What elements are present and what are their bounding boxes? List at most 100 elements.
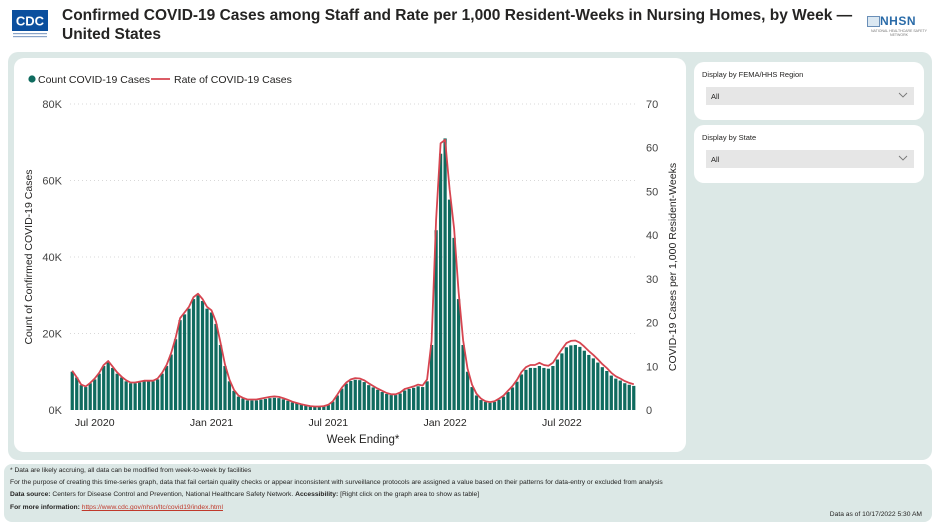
y2-tick-label: 70 xyxy=(646,99,658,111)
bar xyxy=(542,367,546,410)
header: CDC Confirmed COVID-19 Cases among Staff… xyxy=(0,0,936,50)
bar xyxy=(394,395,398,410)
bar xyxy=(474,395,479,410)
bar xyxy=(299,404,303,410)
bar xyxy=(632,385,636,410)
bar xyxy=(412,387,416,410)
bar xyxy=(277,398,281,410)
y-axis-title: Count of Confirmed COVID-19 Cases xyxy=(23,169,35,344)
bar xyxy=(182,314,187,410)
bar xyxy=(551,366,555,410)
y2-tick-label: 10 xyxy=(646,361,658,373)
bar xyxy=(155,379,160,410)
bar xyxy=(614,378,618,410)
bar xyxy=(84,387,88,410)
bar xyxy=(376,389,380,410)
bar xyxy=(367,385,371,410)
bar xyxy=(79,385,83,410)
bar xyxy=(564,347,568,410)
bar xyxy=(555,359,560,410)
bar xyxy=(164,366,169,410)
bar xyxy=(362,382,366,410)
bar xyxy=(133,383,137,410)
accessibility-label: Accessibility: xyxy=(295,491,339,498)
state-dropdown-value: All xyxy=(711,155,720,164)
bar xyxy=(506,392,510,410)
bar xyxy=(609,375,613,410)
state-dropdown[interactable]: All xyxy=(706,150,914,168)
bar xyxy=(102,366,106,410)
bar xyxy=(93,379,97,410)
more-info-label: For more information: xyxy=(10,504,80,511)
bar xyxy=(605,370,609,410)
bar xyxy=(331,401,335,410)
bar xyxy=(483,401,488,410)
bar xyxy=(456,299,461,410)
bar xyxy=(160,373,164,410)
bar xyxy=(326,405,330,410)
bar xyxy=(618,380,622,410)
bar xyxy=(281,399,285,410)
x-tick-label: Jul 2022 xyxy=(542,417,582,429)
bar xyxy=(272,397,277,410)
bar xyxy=(349,380,353,410)
bar xyxy=(290,402,294,410)
y2-tick-label: 50 xyxy=(646,186,658,198)
bar xyxy=(151,381,155,410)
bar xyxy=(75,377,79,410)
bar xyxy=(232,390,236,410)
bar xyxy=(429,344,434,410)
data-as-of: Data as of 10/17/2022 5:30 AM xyxy=(829,511,922,518)
bar xyxy=(88,383,92,410)
bar xyxy=(304,405,308,410)
combo-chart[interactable]: 0K 20K 40K 60K 80K 0 10 20 30 40 50 60 70 Jul 2020 Jan… xyxy=(14,58,686,452)
bar xyxy=(120,377,124,410)
cdc-logo-text: CDC xyxy=(16,14,45,29)
nhsn-logo-text: NHSN xyxy=(880,14,917,28)
y2-axis-title: COVID-19 Cases per 1,000 Resident-Weeks xyxy=(667,163,679,371)
bar xyxy=(138,382,142,410)
region-filter: Display by FEMA/HHS Region All xyxy=(694,62,924,120)
x-tick-label: Jan 2021 xyxy=(190,417,233,429)
y2-tick-label: 60 xyxy=(646,143,658,155)
nhsn-logo: NHSN NATIONAL HEALTHCARE SAFETY NETWORK xyxy=(866,14,928,42)
bar xyxy=(286,400,290,410)
footer-data-source: Data source: Centers for Disease Control… xyxy=(10,489,479,500)
region-filter-label: Display by FEMA/HHS Region xyxy=(702,70,804,79)
region-dropdown[interactable]: All xyxy=(706,87,914,105)
bar xyxy=(335,395,339,410)
bar xyxy=(173,339,178,410)
bar xyxy=(497,399,501,410)
bar xyxy=(313,406,317,410)
bar xyxy=(196,295,200,410)
bar xyxy=(533,367,537,410)
bar xyxy=(241,398,245,410)
bar xyxy=(380,392,384,410)
bar xyxy=(371,387,375,410)
bar xyxy=(560,353,564,410)
x-tick-label: Jul 2020 xyxy=(75,417,115,429)
bar xyxy=(111,367,115,410)
region-dropdown-value: All xyxy=(711,92,720,101)
chevron-down-icon xyxy=(898,155,908,161)
bar xyxy=(438,153,443,410)
bar xyxy=(582,350,586,410)
y2-tick-label: 20 xyxy=(646,318,658,330)
x-tick-label: Jan 2022 xyxy=(423,417,466,429)
bar xyxy=(169,354,173,410)
bar xyxy=(115,373,119,410)
bar xyxy=(447,199,452,410)
bar xyxy=(129,383,133,410)
more-info-link[interactable]: https://www.cdc.gov/nhsn/ltc/covid19/ind… xyxy=(81,504,223,511)
bar xyxy=(340,388,344,410)
bar xyxy=(403,390,407,410)
bar xyxy=(146,381,151,410)
bar xyxy=(488,402,492,410)
state-filter: Display by State All xyxy=(694,125,924,183)
bar xyxy=(470,387,474,410)
bar xyxy=(97,373,101,410)
chart-card[interactable]: 0K 20K 40K 60K 80K 0 10 20 30 40 50 60 70 Jul 2020 Jan… xyxy=(14,58,686,452)
bar xyxy=(209,312,214,410)
bar xyxy=(528,367,533,410)
monitor-icon xyxy=(867,16,880,27)
